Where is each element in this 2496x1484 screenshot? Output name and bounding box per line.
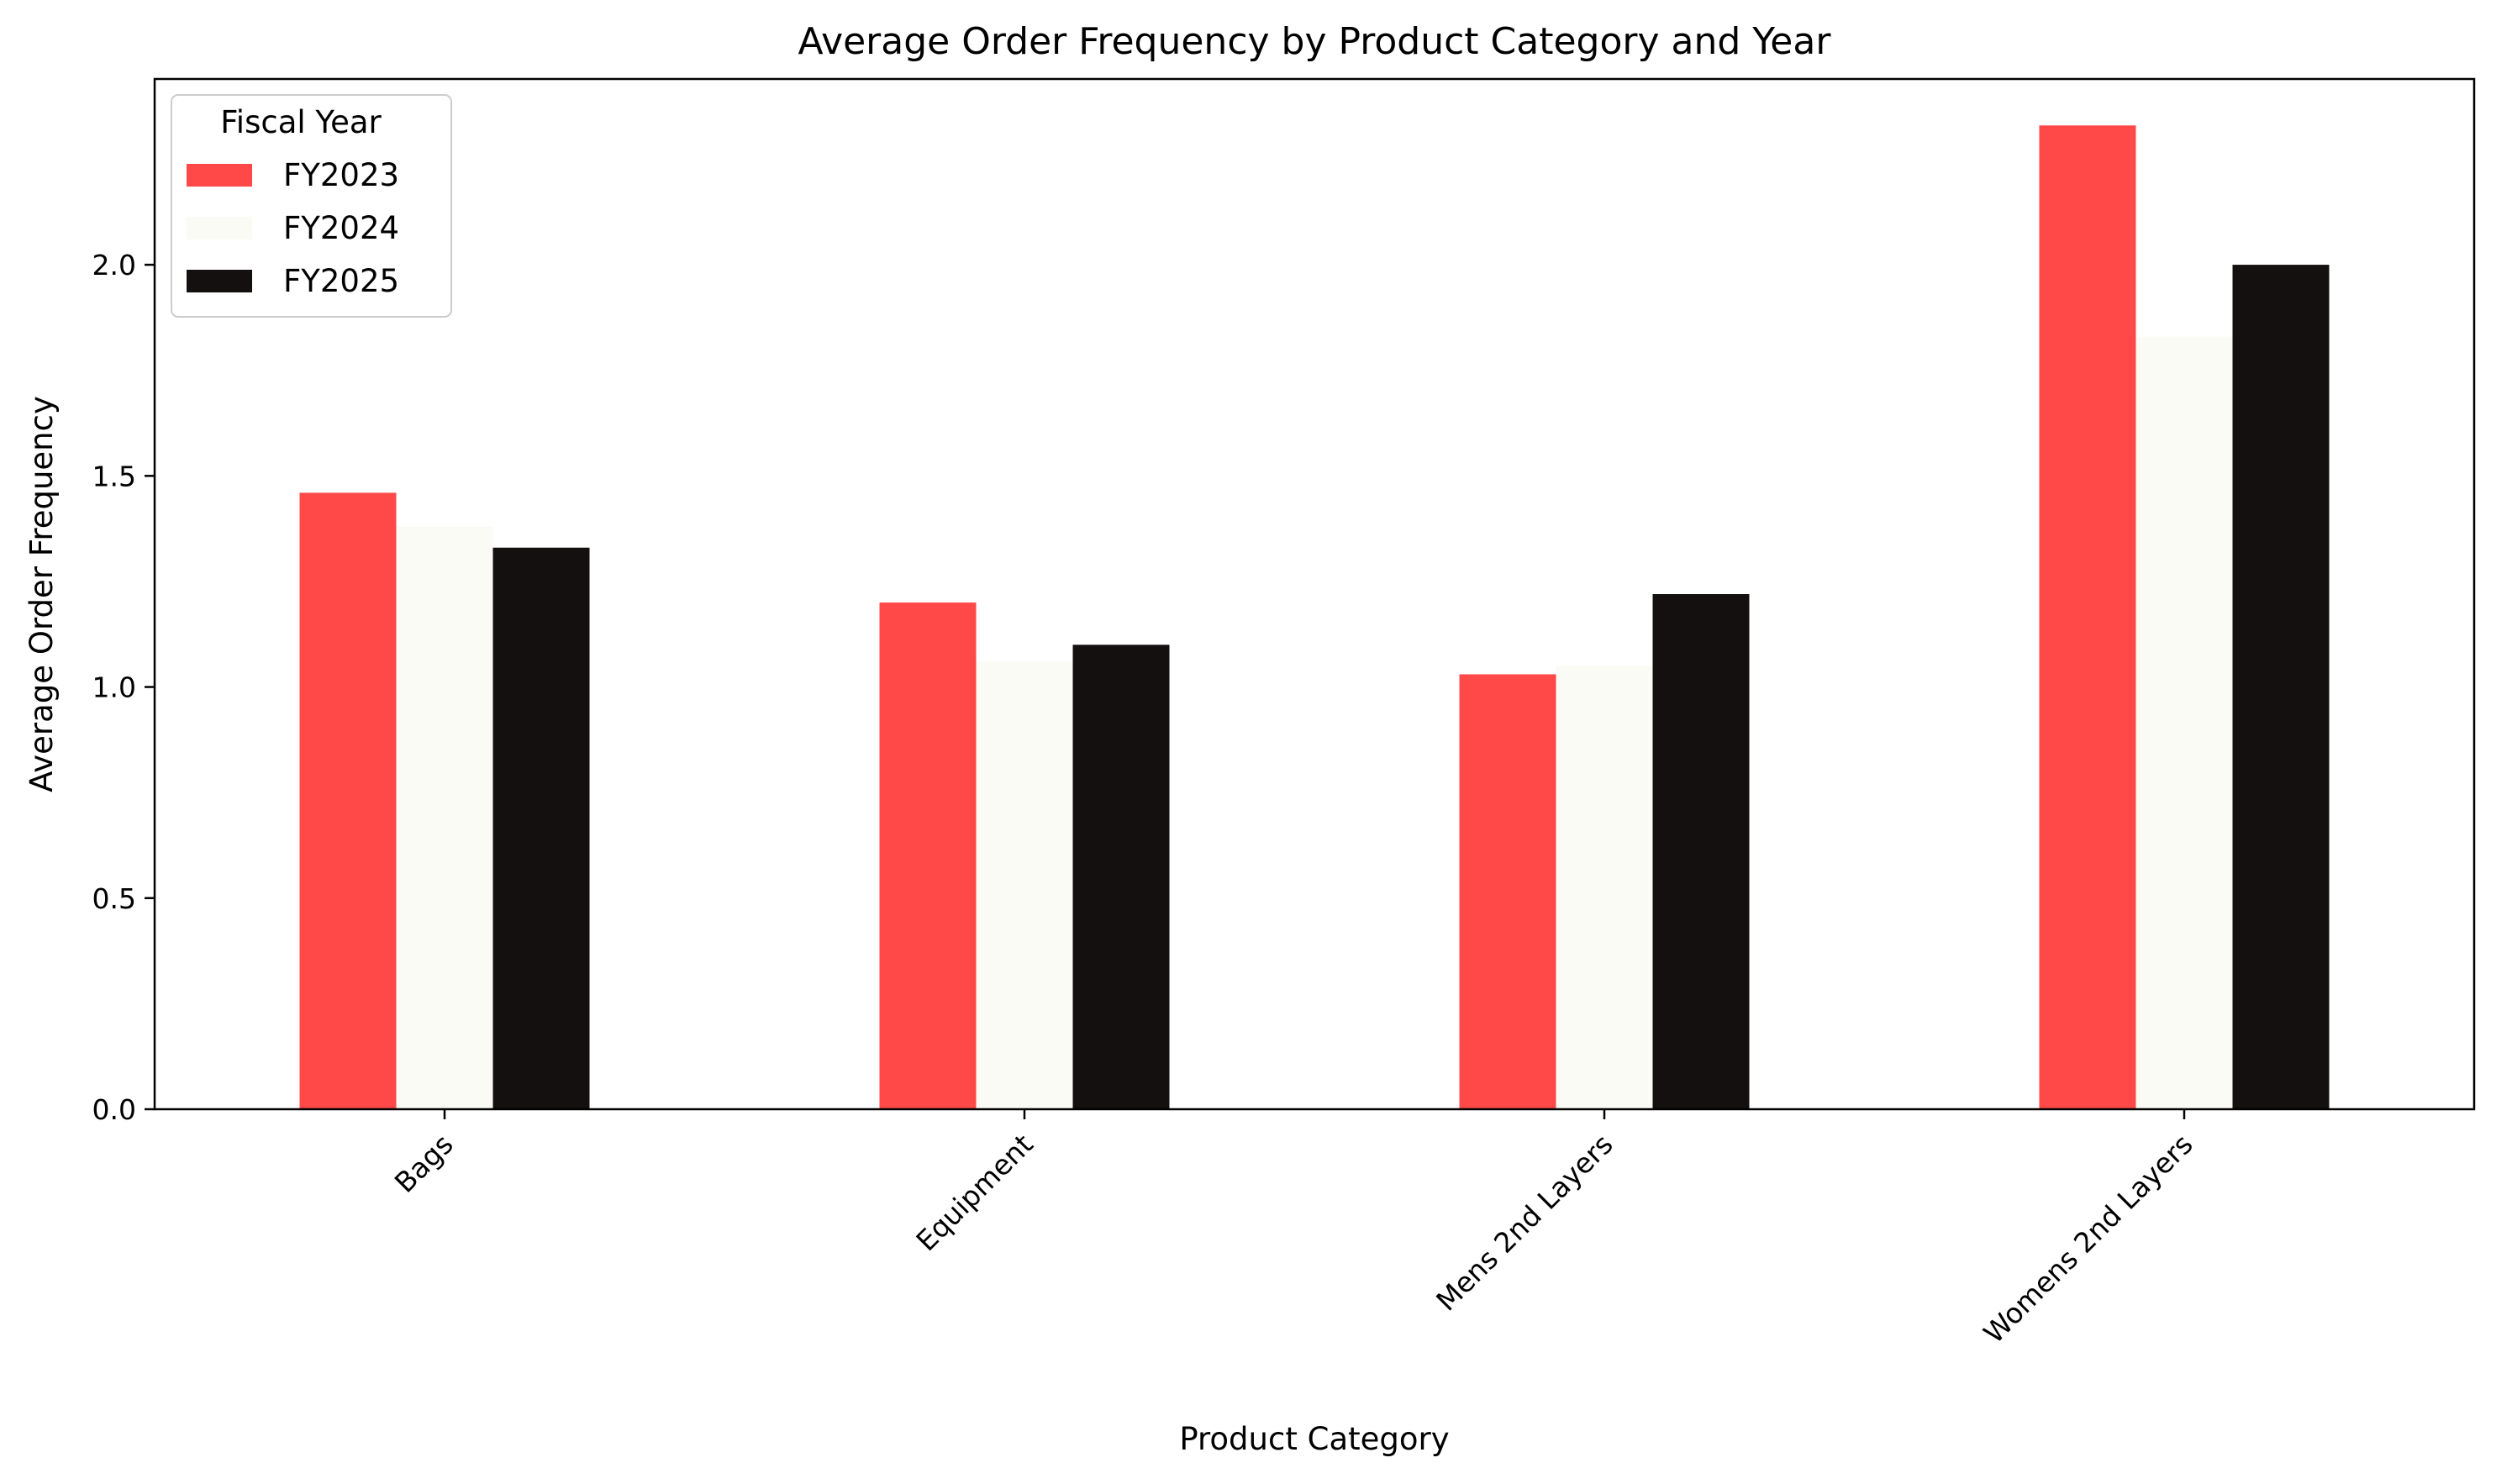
bar-fy2023-bags [299,492,397,1109]
y-tick-label: 1.5 [92,460,136,492]
y-axis-ticks: 0.0 0.5 1.0 1.5 2.0 [92,249,155,1126]
y-tick-label: 2.0 [92,249,136,282]
legend-title: Fiscal Year [220,104,382,140]
bar-fy2025-equipment [1072,645,1170,1109]
legend-label-fy2024: FY2024 [283,210,399,246]
legend-swatch-fy2023 [187,164,252,187]
legend-swatch-fy2024 [187,217,252,239]
y-tick-label: 0.0 [92,1093,136,1126]
legend-swatch-fy2025 [187,270,252,292]
bar-fy2023-mens-2nd-layers [1459,674,1556,1109]
plot-area-frame [153,77,2476,1111]
legend-items: FY2023 FY2024 FY2025 [187,157,399,299]
bar-fy2024-mens-2nd-layers [1556,666,1653,1109]
legend[interactable]: Fiscal Year FY2023 FY2024 FY2025 [171,94,452,318]
legend-frame [171,94,452,318]
bar-fy2025-bags [492,547,590,1109]
y-tick-label: 0.5 [92,882,136,915]
chart-title: Average Order Frequency by Product Categ… [798,20,1832,63]
bar-fy2023-womens-2nd-layers [2039,125,2136,1109]
bar-fy2024-womens-2nd-layers [2135,336,2233,1109]
bar-fy2023-equipment [879,603,977,1109]
bars-layer [299,125,2330,1110]
legend-label-fy2025: FY2025 [283,263,399,299]
legend-label-fy2023: FY2023 [283,157,399,193]
bar-fy2025-womens-2nd-layers [2232,265,2330,1110]
bar-fy2024-equipment [976,661,1073,1109]
y-tick-label: 1.0 [92,671,136,704]
bar-fy2024-bags [396,526,493,1109]
y-axis-title: Average Order Frequency [24,396,60,792]
bar-fy2025-mens-2nd-layers [1652,594,1750,1109]
x-axis-title: Product Category [1179,1421,1449,1457]
